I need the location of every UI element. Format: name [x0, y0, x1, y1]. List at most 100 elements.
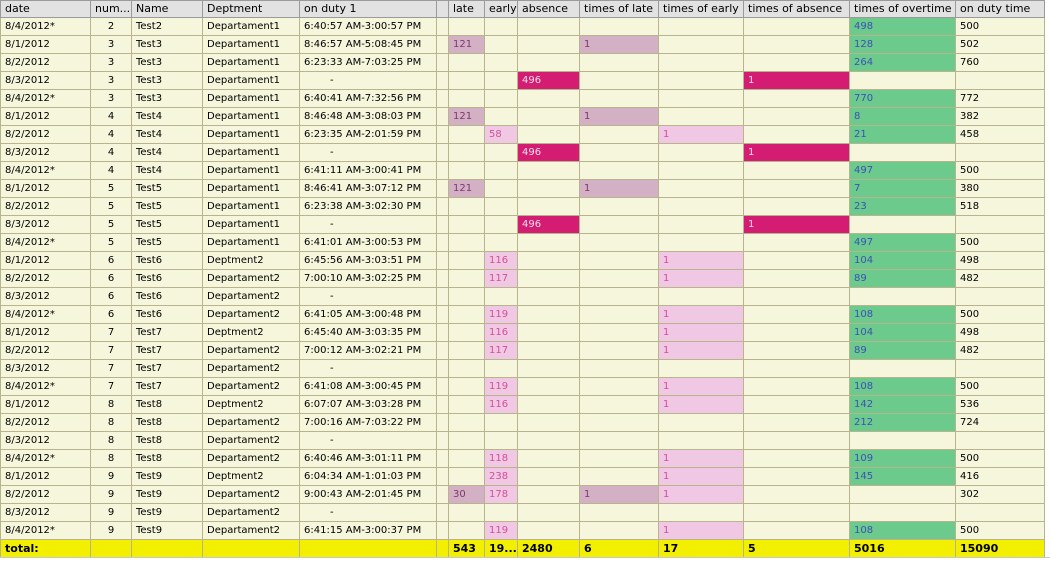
blank-cell[interactable] [436, 161, 449, 180]
times-of-early-cell[interactable]: 1 [658, 305, 744, 324]
times-of-early-cell[interactable] [658, 71, 744, 90]
times-of-overtime-cell[interactable]: 108 [849, 521, 956, 540]
number-cell[interactable]: 3 [90, 71, 132, 90]
table-row[interactable]: 8/1/2012 5 Test5 Departament1 8:46:41 AM-3:0… [0, 179, 1045, 198]
times-of-absence-cell[interactable] [743, 521, 850, 540]
blank-cell[interactable] [436, 359, 449, 378]
early-cell[interactable] [484, 143, 518, 162]
absence-cell[interactable] [517, 125, 580, 144]
blank-cell[interactable] [436, 521, 449, 540]
table-row[interactable]: 8/1/2012 3 Test3 Departament1 8:46:57 AM-5:0… [0, 35, 1045, 54]
times-of-absence-cell[interactable] [743, 305, 850, 324]
name-cell[interactable]: Test5 [131, 233, 203, 252]
name-cell[interactable]: Test8 [131, 431, 203, 450]
absence-cell[interactable] [517, 323, 580, 342]
times-of-absence-cell[interactable] [743, 251, 850, 270]
times-of-overtime-cell[interactable] [849, 287, 956, 306]
absence-cell[interactable] [517, 341, 580, 360]
number-cell[interactable]: 6 [90, 251, 132, 270]
times-of-absence-cell[interactable] [743, 35, 850, 54]
times-of-absence-cell[interactable] [743, 125, 850, 144]
absence-cell[interactable] [517, 485, 580, 504]
times-of-overtime-cell[interactable] [849, 485, 956, 504]
times-of-late-cell[interactable] [579, 17, 659, 36]
absence-cell[interactable] [517, 305, 580, 324]
early-cell[interactable] [484, 35, 518, 54]
on-duty-time-cell[interactable]: 500 [955, 377, 1045, 396]
late-cell[interactable] [448, 197, 485, 216]
name-cell[interactable]: Test5 [131, 197, 203, 216]
name-cell[interactable]: Test3 [131, 53, 203, 72]
late-cell[interactable] [448, 269, 485, 288]
table-row[interactable]: 8/3/2012 8 Test8 Departament2- [0, 431, 1045, 450]
department-cell[interactable]: Departament1 [202, 215, 300, 234]
blank-cell[interactable] [436, 197, 449, 216]
times-of-overtime-cell[interactable]: 7 [849, 179, 956, 198]
on-duty-time-cell[interactable]: 500 [955, 449, 1045, 468]
times-of-absence-cell[interactable] [743, 377, 850, 396]
times-of-absence-cell[interactable]: 1 [743, 215, 850, 234]
absence-cell[interactable] [517, 197, 580, 216]
on-duty-time-cell[interactable] [955, 71, 1045, 90]
late-cell[interactable] [448, 215, 485, 234]
date-cell[interactable]: 8/4/2012* [0, 89, 91, 108]
name-cell[interactable]: Test3 [131, 71, 203, 90]
times-of-early-cell[interactable]: 1 [658, 395, 744, 414]
absence-cell[interactable] [517, 287, 580, 306]
early-cell[interactable]: 178 [484, 485, 518, 504]
department-cell[interactable]: Departament2 [202, 305, 300, 324]
department-cell[interactable]: Departament1 [202, 53, 300, 72]
times-of-late-cell[interactable] [579, 395, 659, 414]
absence-cell[interactable]: 496 [517, 215, 580, 234]
on-duty-cell[interactable]: 6:41:01 AM-3:00:53 PM [299, 233, 437, 252]
times-of-overtime-cell[interactable] [849, 359, 956, 378]
late-cell[interactable] [448, 323, 485, 342]
on-duty-cell[interactable]: 6:40:41 AM-7:32:56 PM [299, 89, 437, 108]
absence-cell[interactable] [517, 467, 580, 486]
table-row[interactable]: 8/4/2012* 7 Test7 Departament2 6:41:08 AM-3:… [0, 377, 1045, 396]
department-cell[interactable]: Departament2 [202, 413, 300, 432]
table-row[interactable]: 8/1/2012 7 Test7 Deptment2 6:45:40 AM-3:03:3… [0, 323, 1045, 342]
on-duty-time-cell[interactable]: 760 [955, 53, 1045, 72]
times-of-overtime-cell[interactable]: 770 [849, 89, 956, 108]
late-cell[interactable] [448, 251, 485, 270]
times-of-early-cell[interactable]: 1 [658, 269, 744, 288]
blank-cell[interactable] [436, 269, 449, 288]
blank-cell[interactable] [436, 341, 449, 360]
date-cell[interactable]: 8/2/2012 [0, 53, 91, 72]
date-cell[interactable]: 8/2/2012 [0, 485, 91, 504]
times-of-absence-cell[interactable] [743, 287, 850, 306]
times-of-late-cell[interactable] [579, 287, 659, 306]
table-row[interactable]: 8/3/2012 7 Test7 Departament2- [0, 359, 1045, 378]
absence-cell[interactable] [517, 107, 580, 126]
on-duty-time-cell[interactable] [955, 503, 1045, 522]
times-of-early-cell[interactable] [658, 287, 744, 306]
early-cell[interactable] [484, 233, 518, 252]
name-cell[interactable]: Test2 [131, 17, 203, 36]
times-of-early-cell[interactable] [658, 53, 744, 72]
absence-cell[interactable] [517, 377, 580, 396]
table-row[interactable]: 8/2/2012 8 Test8 Departament2 7:00:16 AM-7:0… [0, 413, 1045, 432]
blank-cell[interactable] [436, 305, 449, 324]
number-cell[interactable]: 7 [90, 359, 132, 378]
date-cell[interactable]: 8/1/2012 [0, 107, 91, 126]
column-header-times-of-late[interactable]: times of late [579, 0, 659, 18]
on-duty-time-cell[interactable] [955, 143, 1045, 162]
table-row[interactable]: 8/2/2012 4 Test4 Departament1 6:23:35 AM-2:0… [0, 125, 1045, 144]
times-of-overtime-cell[interactable]: 264 [849, 53, 956, 72]
department-cell[interactable]: Departament2 [202, 521, 300, 540]
early-cell[interactable] [484, 107, 518, 126]
on-duty-cell[interactable]: 6:40:46 AM-3:01:11 PM [299, 449, 437, 468]
column-header-times-of-overtime[interactable]: times of overtime [849, 0, 956, 18]
early-cell[interactable]: 116 [484, 395, 518, 414]
on-duty-time-cell[interactable]: 380 [955, 179, 1045, 198]
department-cell[interactable]: Departament2 [202, 269, 300, 288]
times-of-late-cell[interactable] [579, 323, 659, 342]
department-cell[interactable]: Departament1 [202, 197, 300, 216]
times-of-late-cell[interactable]: 1 [579, 179, 659, 198]
date-cell[interactable]: 8/4/2012* [0, 233, 91, 252]
table-row[interactable]: 8/3/2012 5 Test5 Departament1- 496 1 [0, 215, 1045, 234]
number-cell[interactable]: 7 [90, 341, 132, 360]
column-header-blank[interactable] [436, 0, 449, 18]
date-cell[interactable]: 8/4/2012* [0, 17, 91, 36]
